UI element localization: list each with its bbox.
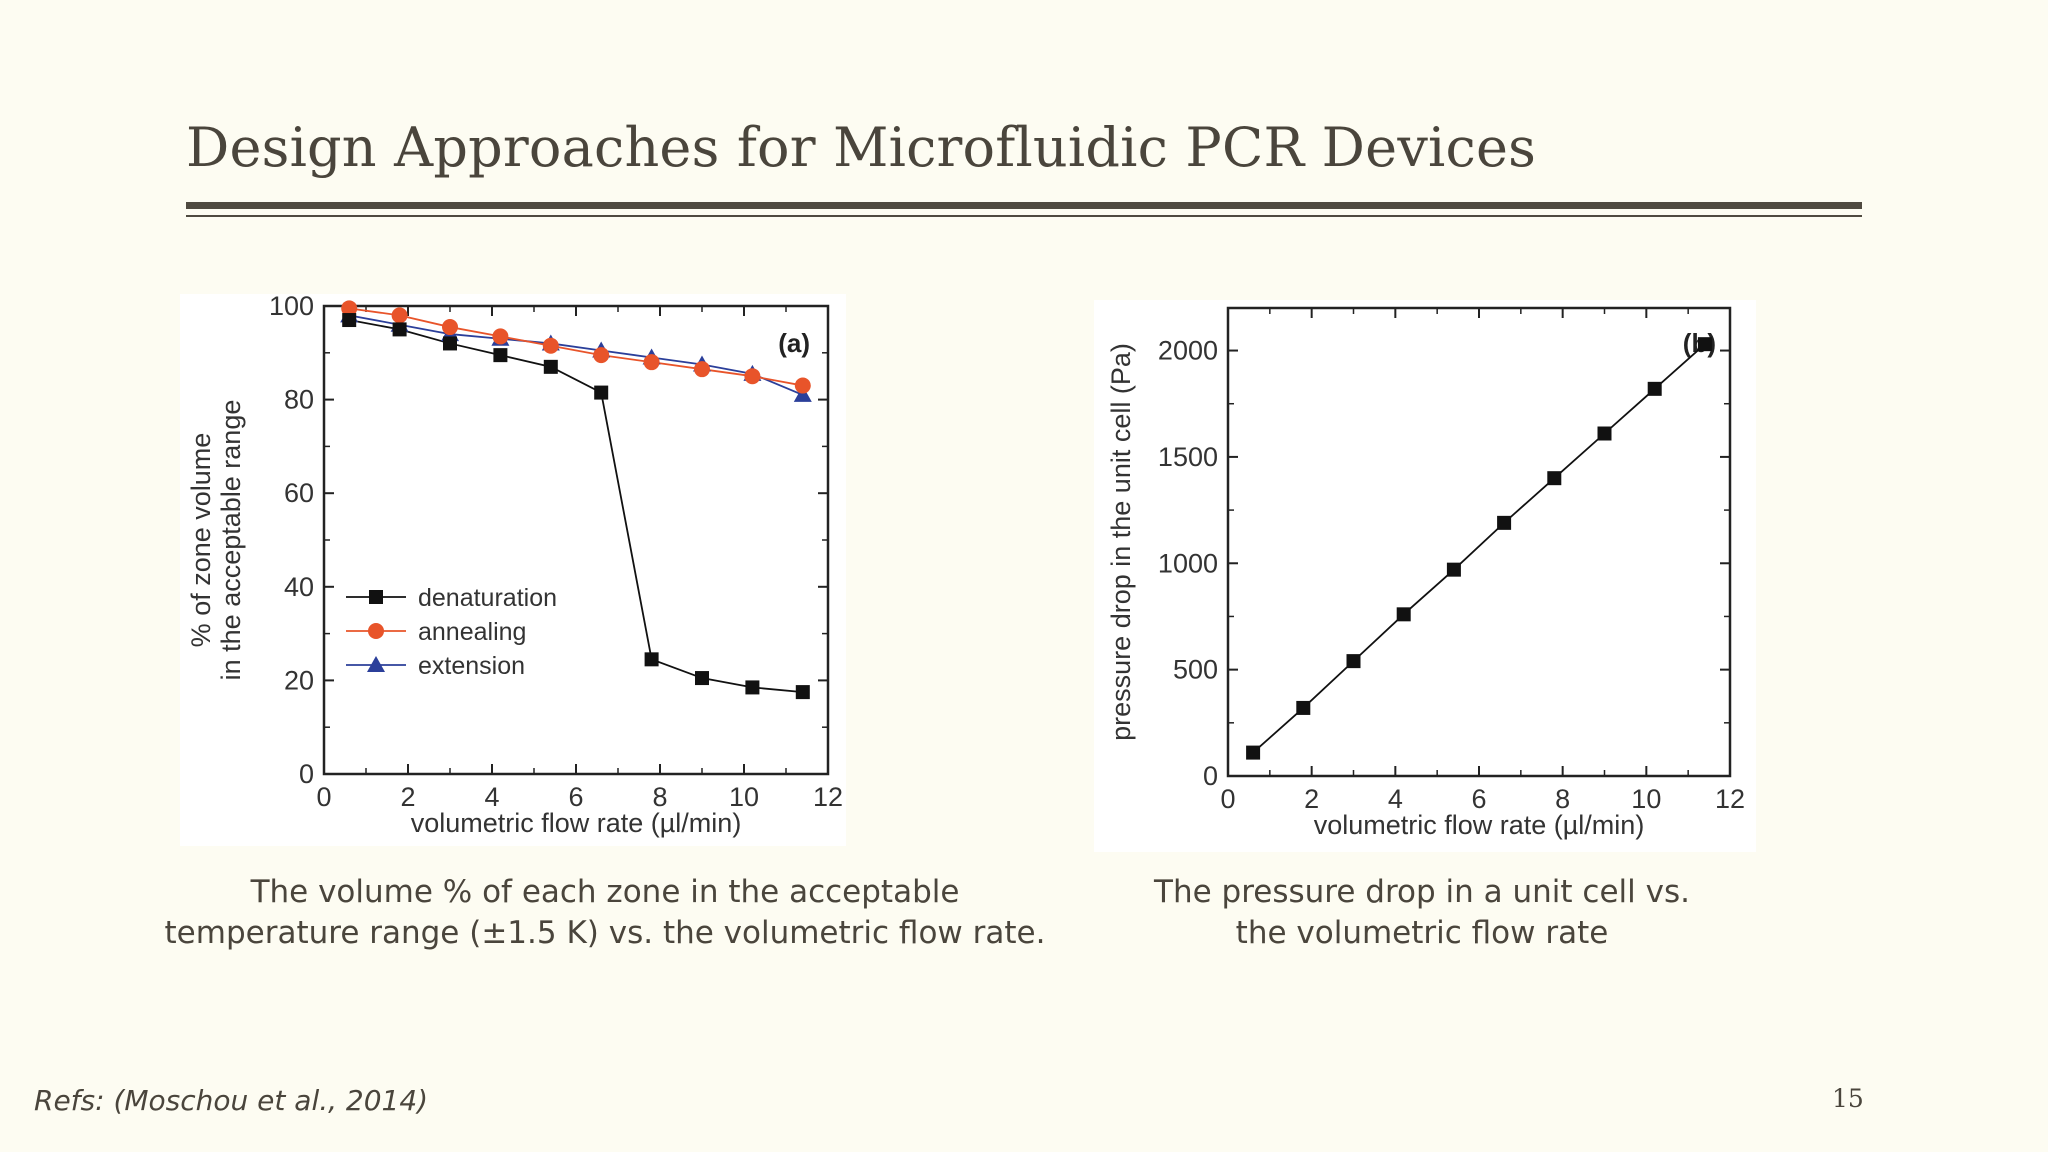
x-tick-label: 8 bbox=[652, 782, 667, 812]
data-point-annealing bbox=[643, 354, 660, 371]
data-point-annealing bbox=[694, 361, 710, 378]
data-point-denaturation bbox=[745, 680, 760, 695]
y-tick-label: 20 bbox=[284, 665, 314, 695]
series-line-annealing bbox=[349, 307, 803, 387]
x-tick-label: 6 bbox=[568, 782, 583, 812]
y-tick-label: 0 bbox=[299, 759, 314, 789]
y-axis-label: % of zone volume bbox=[186, 433, 216, 648]
data-point-denaturation bbox=[493, 348, 508, 363]
x-tick-label: 6 bbox=[1471, 784, 1486, 814]
x-tick-label: 12 bbox=[1715, 784, 1745, 814]
data-point-annealing bbox=[744, 368, 761, 385]
title-rule-thick bbox=[186, 202, 1862, 209]
data-point-denaturation bbox=[342, 313, 357, 328]
x-tick-label: 12 bbox=[813, 782, 843, 812]
data-point-annealing bbox=[542, 337, 559, 354]
y-tick-label: 80 bbox=[284, 385, 314, 415]
data-point-data bbox=[1396, 607, 1411, 622]
caption-right: The pressure drop in a unit cell vs. the… bbox=[1122, 872, 1722, 954]
y-tick-label: 1000 bbox=[1158, 548, 1218, 578]
data-point-denaturation bbox=[695, 671, 709, 686]
series-line-data bbox=[1252, 343, 1706, 754]
caption-left-line-1: The volume % of each zone in the accepta… bbox=[250, 874, 960, 910]
data-point-annealing bbox=[794, 377, 811, 394]
caption-right-line-1: The pressure drop in a unit cell vs. bbox=[1154, 874, 1690, 910]
legend-label: denaturation bbox=[418, 584, 557, 612]
data-point-data bbox=[1597, 426, 1612, 441]
chart-b: 0 2 4 6 8 10 12 0 500 1000 1500 2000 volumetric flow… bbox=[1106, 306, 1745, 840]
x-tick-label: 10 bbox=[729, 782, 759, 812]
data-point-extension bbox=[793, 385, 812, 402]
title-rule-thin bbox=[186, 215, 1862, 217]
data-point-data bbox=[1346, 654, 1361, 669]
data-point-data bbox=[1647, 381, 1662, 396]
legend-label: annealing bbox=[418, 618, 526, 646]
y-tick-label: 0 bbox=[1203, 761, 1218, 791]
caption-left: The volume % of each zone in the accepta… bbox=[110, 872, 1100, 954]
data-point-data bbox=[1246, 745, 1261, 760]
data-point-annealing bbox=[593, 347, 610, 364]
chart-b-panel: 0 2 4 6 8 10 12 0 500 1000 1500 2000 volumetric flow… bbox=[1094, 300, 1756, 852]
x-axis-label: volumetric flow rate (µl/min) bbox=[1314, 810, 1645, 840]
data-point-annealing bbox=[442, 319, 458, 336]
y-tick-label: 1500 bbox=[1158, 442, 1218, 472]
x-tick-label: 0 bbox=[316, 782, 331, 812]
x-axis-label: volumetric flow rate (µl/min) bbox=[411, 808, 742, 838]
y-tick-label: 40 bbox=[284, 572, 314, 602]
data-point-denaturation bbox=[392, 322, 407, 337]
x-tick-label: 10 bbox=[1631, 784, 1661, 814]
y-tick-label: 100 bbox=[269, 294, 314, 321]
data-point-denaturation bbox=[795, 685, 810, 700]
data-point-annealing bbox=[492, 328, 509, 345]
page-number: 15 bbox=[1832, 1084, 1864, 1113]
x-tick-label: 8 bbox=[1555, 784, 1570, 814]
x-tick-label: 4 bbox=[1388, 784, 1403, 814]
data-point-data bbox=[1547, 471, 1562, 486]
data-point-denaturation bbox=[594, 385, 609, 400]
references: Refs: (Moschou et al., 2014) bbox=[34, 1084, 429, 1117]
x-tick-label: 0 bbox=[1220, 784, 1235, 814]
data-point-data bbox=[1446, 562, 1461, 577]
panel-label: (a) bbox=[778, 328, 810, 358]
chart-a: 0 2 4 6 8 10 12 0 20 40 60 80 100 volumetric flow rat… bbox=[186, 294, 843, 838]
legend-label: extension bbox=[418, 652, 525, 680]
data-point-denaturation bbox=[443, 336, 457, 351]
y-axis-label: pressure drop in the unit cell (Pa) bbox=[1106, 343, 1136, 741]
data-point-data bbox=[1497, 515, 1512, 530]
y-tick-label: 2000 bbox=[1158, 336, 1218, 366]
data-point-denaturation bbox=[543, 359, 558, 374]
chart-a-panel: 0 2 4 6 8 10 12 0 20 40 60 80 100 volumetric flow rat… bbox=[180, 294, 846, 846]
series-line-denaturation bbox=[349, 319, 803, 693]
slide-title: Design Approaches for Microfluidic PCR D… bbox=[186, 116, 1537, 179]
y-tick-label: 500 bbox=[1173, 655, 1218, 685]
caption-right-line-2: the volumetric flow rate bbox=[1235, 915, 1609, 951]
y-axis-label: in the acceptable range bbox=[216, 400, 246, 681]
data-point-annealing bbox=[341, 300, 358, 317]
x-tick-label: 4 bbox=[484, 782, 499, 812]
data-point-denaturation bbox=[644, 652, 659, 667]
x-tick-label: 2 bbox=[400, 782, 415, 812]
series-line-extension bbox=[349, 314, 804, 396]
legend-marker bbox=[369, 590, 383, 604]
y-tick-label: 60 bbox=[284, 478, 314, 508]
data-point-data bbox=[1296, 700, 1311, 715]
legend-marker bbox=[367, 656, 385, 672]
data-point-data bbox=[1697, 337, 1712, 352]
caption-left-line-2: temperature range (±1.5 K) vs. the volum… bbox=[164, 915, 1046, 951]
legend-marker bbox=[368, 623, 384, 639]
x-tick-label: 2 bbox=[1304, 784, 1319, 814]
data-point-annealing bbox=[391, 307, 408, 324]
